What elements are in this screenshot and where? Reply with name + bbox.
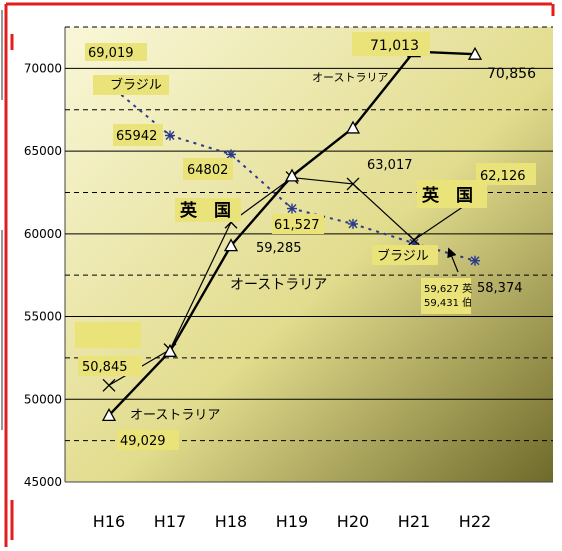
x-tick-label: H19 xyxy=(276,512,308,531)
label-59431: 59,431 伯 xyxy=(424,296,472,309)
label-bg-brazil-upper xyxy=(93,75,169,95)
label-bg-61527 xyxy=(272,214,324,234)
x-tick-label: H21 xyxy=(398,512,430,531)
x-tick-label: H17 xyxy=(154,512,186,531)
point-aus xyxy=(101,407,117,421)
label-50845: 50,845 xyxy=(82,360,128,375)
point-brazil xyxy=(165,130,175,141)
label-bg-71013 xyxy=(352,32,430,56)
x-tick-label: H20 xyxy=(337,512,369,531)
label-uk-mid: 英 国 xyxy=(180,200,231,221)
y-tick-label: 55000 xyxy=(24,310,62,324)
label-aus-top: オーストラリア xyxy=(312,71,388,84)
y-tick-label: 45000 xyxy=(24,475,62,489)
label-49029: 49,029 xyxy=(120,434,166,449)
y-tick-label: 65000 xyxy=(24,144,62,158)
x-tick-label: H22 xyxy=(459,512,491,531)
label-58374: 58,374 xyxy=(477,281,523,296)
red-frame xyxy=(4,2,555,547)
point-uk xyxy=(407,233,421,247)
label-uk-right: 英 国 xyxy=(422,185,473,206)
label-bg-uk-mid xyxy=(175,198,241,222)
label-bg-uk-left xyxy=(75,322,141,348)
label-61527: 61,527 xyxy=(274,218,320,233)
point-aus xyxy=(284,168,300,182)
label-71013: 71,013 xyxy=(370,38,419,54)
y-tick-labels: 45000 50000 55000 60000 65000 70000 xyxy=(24,61,62,489)
x-tick-label: H16 xyxy=(93,512,125,531)
point-brazil xyxy=(470,255,480,266)
point-brazil xyxy=(348,218,358,229)
label-aus-mid: オーストラリア xyxy=(230,277,327,293)
label-bg-brazil-lower xyxy=(372,245,438,265)
label-bg-uk-right xyxy=(417,180,487,208)
label-brazil-upper: ブラジル xyxy=(110,77,162,93)
label-bg-62126 xyxy=(476,163,536,185)
point-uk xyxy=(102,378,116,392)
label-backgrounds xyxy=(75,32,536,450)
x-tick-labels: H16 H17 H18 H19 H20 H21 H22 xyxy=(93,512,491,531)
y-tick-label: 70000 xyxy=(24,61,62,75)
label-70856: 70,856 xyxy=(487,66,536,82)
point-aus xyxy=(162,343,178,357)
label-64802: 64802 xyxy=(187,163,228,178)
label-65942: 65942 xyxy=(116,129,157,144)
y-tick-label: 60000 xyxy=(24,227,62,241)
label-63017: 63,017 xyxy=(367,158,413,173)
point-uk xyxy=(346,177,360,191)
x-tick-label: H18 xyxy=(215,512,247,531)
point-aus xyxy=(223,238,239,252)
label-bg-small-box xyxy=(421,278,471,314)
plot-area xyxy=(65,27,553,482)
y-tick-label: 50000 xyxy=(24,392,62,406)
point-aus xyxy=(345,120,361,134)
label-69019: 69,019 xyxy=(88,46,134,61)
label-brazil-lower: ブラジル xyxy=(377,248,429,264)
label-bg-50845 xyxy=(78,356,142,376)
label-aus-bottom: オーストラリア xyxy=(130,408,220,423)
point-brazil xyxy=(226,149,236,160)
label-bg-69019 xyxy=(85,43,147,61)
label-62126: 62,126 xyxy=(480,169,526,184)
annotation-arrow xyxy=(447,247,459,273)
point-aus xyxy=(467,46,483,60)
label-59285: 59,285 xyxy=(256,241,302,256)
annotations: 69,019 ブラジル 65942 64802 英 国 61,527 59,28… xyxy=(82,38,536,449)
point-brazil xyxy=(287,203,297,214)
label-bg-64802 xyxy=(183,158,233,180)
label-bg-49029 xyxy=(117,430,179,450)
label-59627: 59,627 英 xyxy=(424,282,472,295)
label-bg-65942 xyxy=(113,124,163,146)
